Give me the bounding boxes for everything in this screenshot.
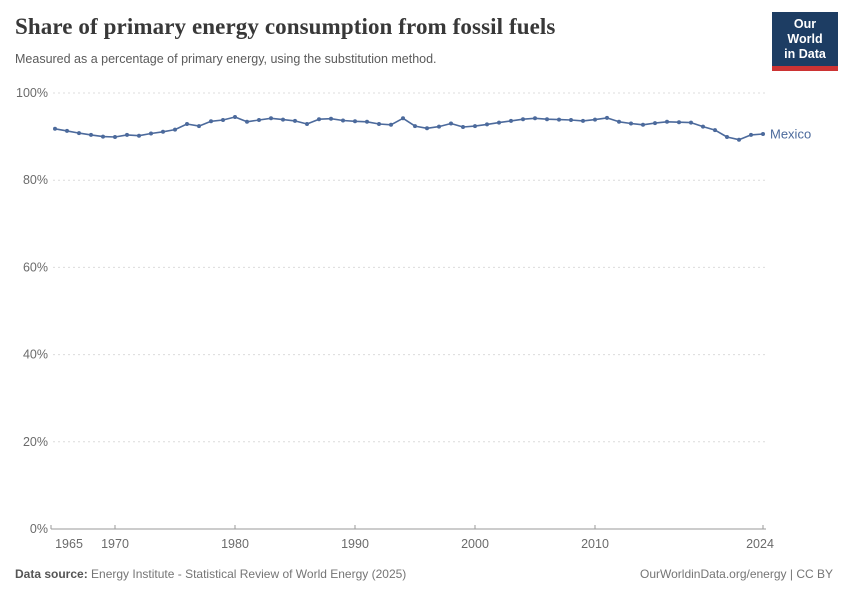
data-point-1972[interactable] — [137, 133, 141, 138]
data-point-1992[interactable] — [377, 122, 381, 126]
data-point-1965[interactable] — [53, 126, 57, 131]
x-tick-label-1980: 1980 — [221, 537, 249, 551]
data-point-1969[interactable] — [101, 134, 105, 139]
y-tick-label-100: 100% — [16, 86, 48, 100]
credit-link[interactable]: OurWorldinData.org/energy | CC BY — [640, 567, 833, 581]
data-point-1994[interactable] — [401, 116, 405, 121]
data-point-2006[interactable] — [545, 117, 549, 122]
data-point-1976[interactable] — [185, 122, 189, 126]
data-point-1971[interactable] — [125, 132, 129, 137]
y-tick-label-40: 40% — [23, 348, 48, 362]
x-tick-label-1965: 1965 — [55, 537, 83, 551]
data-point-1989[interactable] — [341, 118, 345, 123]
data-source-text: Energy Institute - Statistical Review of… — [87, 567, 407, 581]
data-source: Data source: Energy Institute - Statisti… — [15, 567, 406, 581]
chart-footer: Data source: Energy Institute - Statisti… — [15, 567, 833, 581]
data-point-1968[interactable] — [89, 132, 93, 137]
data-point-1985[interactable] — [293, 118, 297, 123]
x-tick-label-2010: 2010 — [581, 537, 609, 551]
page-title: Share of primary energy consumption from… — [15, 14, 556, 39]
y-tick-label-60: 60% — [23, 260, 48, 274]
data-point-2002[interactable] — [497, 120, 501, 125]
data-point-1982[interactable] — [257, 118, 261, 122]
data-point-2024[interactable] — [761, 132, 765, 136]
data-point-1983[interactable] — [269, 116, 273, 121]
data-point-2023[interactable] — [749, 132, 753, 137]
data-point-1984[interactable] — [281, 117, 285, 122]
data-point-2019[interactable] — [701, 124, 705, 129]
data-point-1986[interactable] — [305, 122, 309, 126]
data-point-2009[interactable] — [581, 118, 585, 123]
data-point-2011[interactable] — [605, 115, 609, 120]
y-tick-label-80: 80% — [23, 173, 48, 187]
x-tick-label-2024: 2024 — [746, 537, 774, 551]
series-line-mexico — [54, 116, 764, 141]
data-point-2001[interactable] — [485, 122, 489, 127]
data-point-1981[interactable] — [245, 119, 249, 124]
data-point-1997[interactable] — [437, 124, 441, 129]
data-point-1977[interactable] — [197, 124, 201, 129]
owid-logo-red-bar — [772, 66, 838, 71]
data-point-1995[interactable] — [413, 124, 417, 129]
data-point-1973[interactable] — [149, 131, 153, 136]
data-point-1978[interactable] — [209, 119, 213, 124]
data-point-2007[interactable] — [557, 117, 561, 122]
data-point-2022[interactable] — [737, 137, 741, 142]
data-point-2013[interactable] — [629, 121, 633, 126]
data-point-1970[interactable] — [113, 135, 117, 139]
x-tick-label-1970: 1970 — [101, 537, 129, 551]
data-source-label: Data source: — [15, 567, 88, 581]
data-point-2004[interactable] — [521, 117, 525, 122]
data-point-2008[interactable] — [569, 118, 573, 122]
data-point-1987[interactable] — [317, 117, 321, 122]
data-point-2000[interactable] — [473, 124, 477, 129]
data-point-2015[interactable] — [653, 121, 657, 126]
data-point-2020[interactable] — [713, 128, 717, 133]
data-point-2012[interactable] — [617, 119, 621, 124]
data-point-1974[interactable] — [161, 129, 165, 134]
data-point-2018[interactable] — [689, 120, 693, 125]
data-point-1996[interactable] — [425, 126, 429, 131]
data-point-1980[interactable] — [233, 115, 237, 119]
series-label-mexico[interactable]: Mexico — [770, 126, 811, 141]
data-point-1998[interactable] — [449, 121, 453, 126]
x-tick-label-2000: 2000 — [461, 537, 489, 551]
owid-logo-text: Our World in Data — [772, 12, 838, 66]
data-point-2016[interactable] — [665, 119, 669, 124]
data-point-2003[interactable] — [509, 118, 513, 123]
y-tick-label-0: 0% — [30, 522, 48, 536]
data-point-2010[interactable] — [593, 117, 597, 122]
data-point-2014[interactable] — [641, 122, 645, 127]
data-point-2017[interactable] — [677, 120, 681, 125]
y-tick-label-20: 20% — [23, 435, 48, 449]
data-point-1979[interactable] — [221, 118, 225, 122]
data-point-1991[interactable] — [365, 119, 369, 124]
data-point-2021[interactable] — [725, 135, 729, 139]
data-point-1966[interactable] — [65, 128, 69, 133]
data-point-1975[interactable] — [173, 127, 177, 132]
chart-subtitle: Measured as a percentage of primary ener… — [15, 52, 437, 66]
x-tick-label-1990: 1990 — [341, 537, 369, 551]
data-point-1990[interactable] — [353, 119, 357, 124]
owid-logo[interactable]: Our World in Data — [772, 12, 838, 71]
data-point-1999[interactable] — [461, 125, 465, 129]
data-point-1993[interactable] — [389, 122, 393, 127]
data-point-1967[interactable] — [77, 131, 81, 136]
data-point-1988[interactable] — [329, 116, 333, 121]
line-chart: 0% 20% 40% 60% 80% 100% 1965 1970 1980 1990 2000 20… — [16, 86, 811, 551]
data-point-2005[interactable] — [533, 116, 537, 121]
